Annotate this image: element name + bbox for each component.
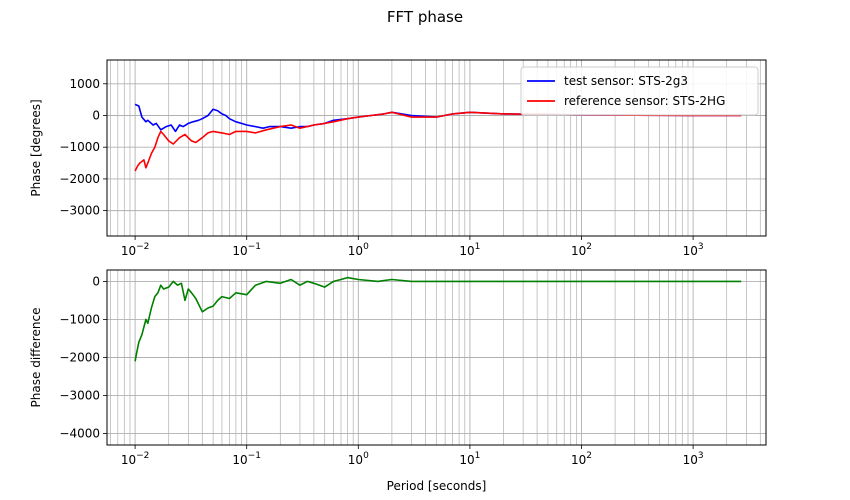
x-tick-label-exponent: 0 (363, 451, 369, 461)
y-tick-label: 0 (92, 108, 100, 122)
figure-title: FFT phase (386, 8, 464, 26)
y-tick-label: −2000 (59, 351, 100, 365)
x-tick-label-exponent: −2 (136, 451, 149, 461)
panel-1: 10−2 10−1 100 101 102 10310000−1000−2000−3000… (29, 59, 767, 258)
x-tick-label-base: 10 (571, 244, 586, 258)
y-tick-label: 0 (92, 274, 100, 288)
x-tick-label: 10−2 (121, 451, 150, 467)
y-tick-label: 1000 (69, 77, 100, 91)
x-axis-label: Period [seconds] (387, 479, 487, 493)
x-tick-label-base: 10 (459, 453, 474, 467)
x-tick-label: 10−2 (121, 242, 150, 258)
x-tick-label-exponent: 1 (475, 242, 481, 252)
y-axis-label: Phase [degrees] (29, 99, 43, 196)
x-tick-label-base: 10 (232, 244, 247, 258)
x-tick-label-base: 10 (121, 453, 136, 467)
y-tick-label: −3000 (59, 204, 100, 218)
x-tick-label-exponent: 3 (698, 242, 704, 252)
x-tick-label: 101 (459, 242, 480, 258)
x-tick-label-base: 10 (232, 453, 247, 467)
x-tick-label-base: 10 (348, 244, 363, 258)
y-tick-label: −4000 (59, 427, 100, 441)
legend-label: reference sensor: STS-2HG (564, 94, 725, 108)
x-tick-label: 100 (348, 242, 369, 258)
x-tick-label: 100 (348, 451, 369, 467)
x-tick-label: 101 (459, 451, 480, 467)
y-axis-label: Phase difference (29, 308, 43, 408)
x-tick-label: 10−1 (232, 451, 261, 467)
x-tick-label: 103 (683, 242, 704, 258)
y-tick-label: −3000 (59, 389, 100, 403)
y-tick-label: −1000 (59, 312, 100, 326)
x-tick-label-exponent: 2 (586, 242, 592, 252)
x-tick-label-exponent: 2 (586, 451, 592, 461)
panel-2: 10−2 10−1 100 101 102 1030−1000−2000−3000−400… (29, 269, 767, 493)
legend: test sensor: STS-2g3 reference sensor: ST… (520, 66, 759, 116)
x-tick-label-base: 10 (683, 453, 698, 467)
x-tick-label: 102 (571, 242, 592, 258)
series-line-1 (134, 276, 742, 362)
x-tick-label: 10−1 (232, 242, 261, 258)
y-tick-label: −1000 (59, 140, 100, 154)
x-tick-label-exponent: −2 (136, 242, 149, 252)
x-tick-label-base: 10 (459, 244, 474, 258)
legend-box (520, 66, 759, 116)
series-line-2 (134, 111, 742, 172)
x-tick-label-exponent: −1 (248, 451, 261, 461)
x-tick-label-base: 10 (571, 453, 586, 467)
y-tick-label: −2000 (59, 172, 100, 186)
x-tick-label-base: 10 (348, 453, 363, 467)
x-tick-label-exponent: 0 (363, 242, 369, 252)
x-tick-label-base: 10 (683, 244, 698, 258)
x-tick-label-exponent: 3 (698, 451, 704, 461)
x-tick-label-base: 10 (121, 244, 136, 258)
x-tick-label: 103 (683, 451, 704, 467)
x-tick-label-exponent: −1 (248, 242, 261, 252)
x-tick-label-exponent: 1 (475, 451, 481, 461)
x-tick-label: 102 (571, 451, 592, 467)
legend-label: test sensor: STS-2g3 (564, 74, 688, 88)
axes-frame (106, 59, 767, 237)
